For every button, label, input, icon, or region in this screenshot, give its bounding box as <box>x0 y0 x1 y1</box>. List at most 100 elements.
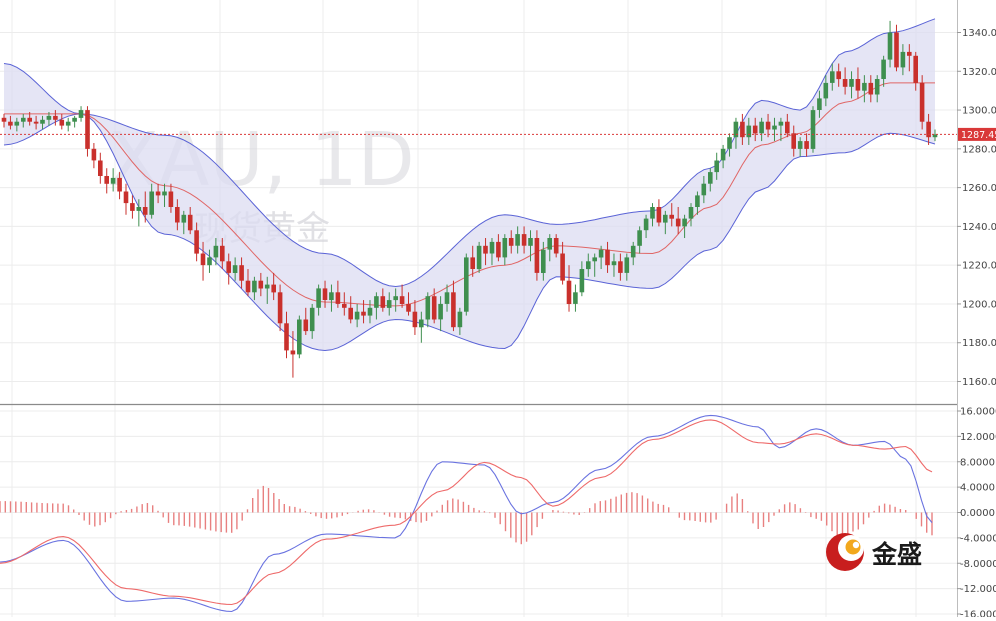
candle-body <box>168 191 174 207</box>
candle-body <box>438 303 443 320</box>
candle-body <box>714 160 719 173</box>
candle-body <box>14 121 20 126</box>
candle-body <box>855 79 861 91</box>
candle-body <box>431 296 437 320</box>
candle-body <box>380 296 386 308</box>
candle-body <box>361 311 366 316</box>
candle-body <box>130 203 135 211</box>
candle-body <box>136 207 142 211</box>
candle-body <box>65 121 71 126</box>
candle-body <box>104 176 109 184</box>
candle-body <box>496 241 501 258</box>
candle-body <box>733 121 739 138</box>
candle-body <box>573 292 578 304</box>
bollinger-middle-line <box>4 82 935 307</box>
candle-body <box>913 55 918 83</box>
candle-body <box>187 214 193 231</box>
candle-body <box>451 292 456 328</box>
macd-axis-label: -8.0000 <box>960 559 996 570</box>
price-axis-label: 1200.00 <box>962 299 996 310</box>
candle-body <box>932 134 938 138</box>
candle-body <box>1 117 7 122</box>
candle-body <box>618 261 623 273</box>
candle-body <box>399 296 405 304</box>
candle-body <box>46 115 52 120</box>
candle-body <box>78 110 84 118</box>
candle-body <box>489 241 495 254</box>
macd-axis-label: 12.0000 <box>960 432 996 443</box>
macd-axis-label: 8.0000 <box>960 457 995 468</box>
candle-body <box>881 59 886 79</box>
candle-body <box>213 245 219 258</box>
candle-body <box>342 303 347 308</box>
macd-line <box>0 414 933 613</box>
candle-body <box>650 207 655 219</box>
candle-body <box>348 307 353 320</box>
price-axis-label: 1300.00 <box>962 106 996 117</box>
candle-body <box>624 257 630 273</box>
candle-body <box>53 115 58 120</box>
candle-body <box>746 125 752 138</box>
candle-body <box>669 214 674 219</box>
price-axis-label: 1280.00 <box>962 144 996 155</box>
candle-body <box>765 121 771 130</box>
candle-body <box>181 214 187 223</box>
candle-body <box>464 257 469 312</box>
candle-body <box>175 207 180 223</box>
candle-body <box>682 218 687 227</box>
macd-axis-label: 4.0000 <box>960 483 995 494</box>
candle-body <box>688 207 694 219</box>
candle-body <box>98 160 103 176</box>
candle-body <box>483 245 488 254</box>
candle-body <box>926 121 931 138</box>
candle-body <box>592 257 597 262</box>
candle-body <box>309 307 315 332</box>
candle-body <box>553 238 559 254</box>
candle-body <box>226 261 231 273</box>
candle-body <box>470 257 475 269</box>
candle-body <box>566 280 572 304</box>
candle-body <box>284 323 289 351</box>
candle-body <box>149 191 154 215</box>
candle-body <box>695 195 700 207</box>
candle-body <box>245 280 251 293</box>
candle-body <box>547 238 552 250</box>
candle-body <box>316 288 321 308</box>
candle-body <box>675 218 681 227</box>
candle-body <box>142 207 148 215</box>
candle-body <box>419 319 424 328</box>
macd-axis-label: -4.0000 <box>960 533 996 544</box>
jinsheng-logo-icon <box>826 533 864 571</box>
price-axis-label: 1160.00 <box>962 377 996 388</box>
candle-body <box>778 121 784 126</box>
candle-body <box>919 82 925 122</box>
price-axis-label: 1320.00 <box>962 67 996 78</box>
price-axis-label: 1240.00 <box>962 222 996 233</box>
candlestick-series <box>1 20 938 378</box>
candle-body <box>476 245 482 270</box>
candle-body <box>830 71 835 83</box>
candle-body <box>772 125 777 130</box>
candle-body <box>752 125 758 134</box>
macd-axis: 16.0000 12.0000 8.0000 4.0000 0.0000 -4.0000 -… <box>957 407 996 621</box>
candle-body <box>637 230 642 246</box>
candle-body <box>264 284 270 289</box>
candle-body <box>123 191 129 204</box>
current-price-tag: 1287.45 <box>958 127 996 141</box>
signal-line <box>0 419 933 606</box>
candle-body <box>727 137 732 149</box>
candle-body <box>271 284 276 293</box>
candle-body <box>297 319 302 355</box>
candle-body <box>40 119 45 124</box>
candle-body <box>457 311 463 328</box>
current-price-tag-box <box>958 127 996 141</box>
candle-body <box>598 249 604 258</box>
candle-body <box>521 234 527 246</box>
candle-body <box>528 238 533 246</box>
candle-body <box>444 292 450 304</box>
candle-body <box>560 253 565 281</box>
bollinger-lower-line <box>3 113 936 352</box>
candle-body <box>85 110 90 149</box>
